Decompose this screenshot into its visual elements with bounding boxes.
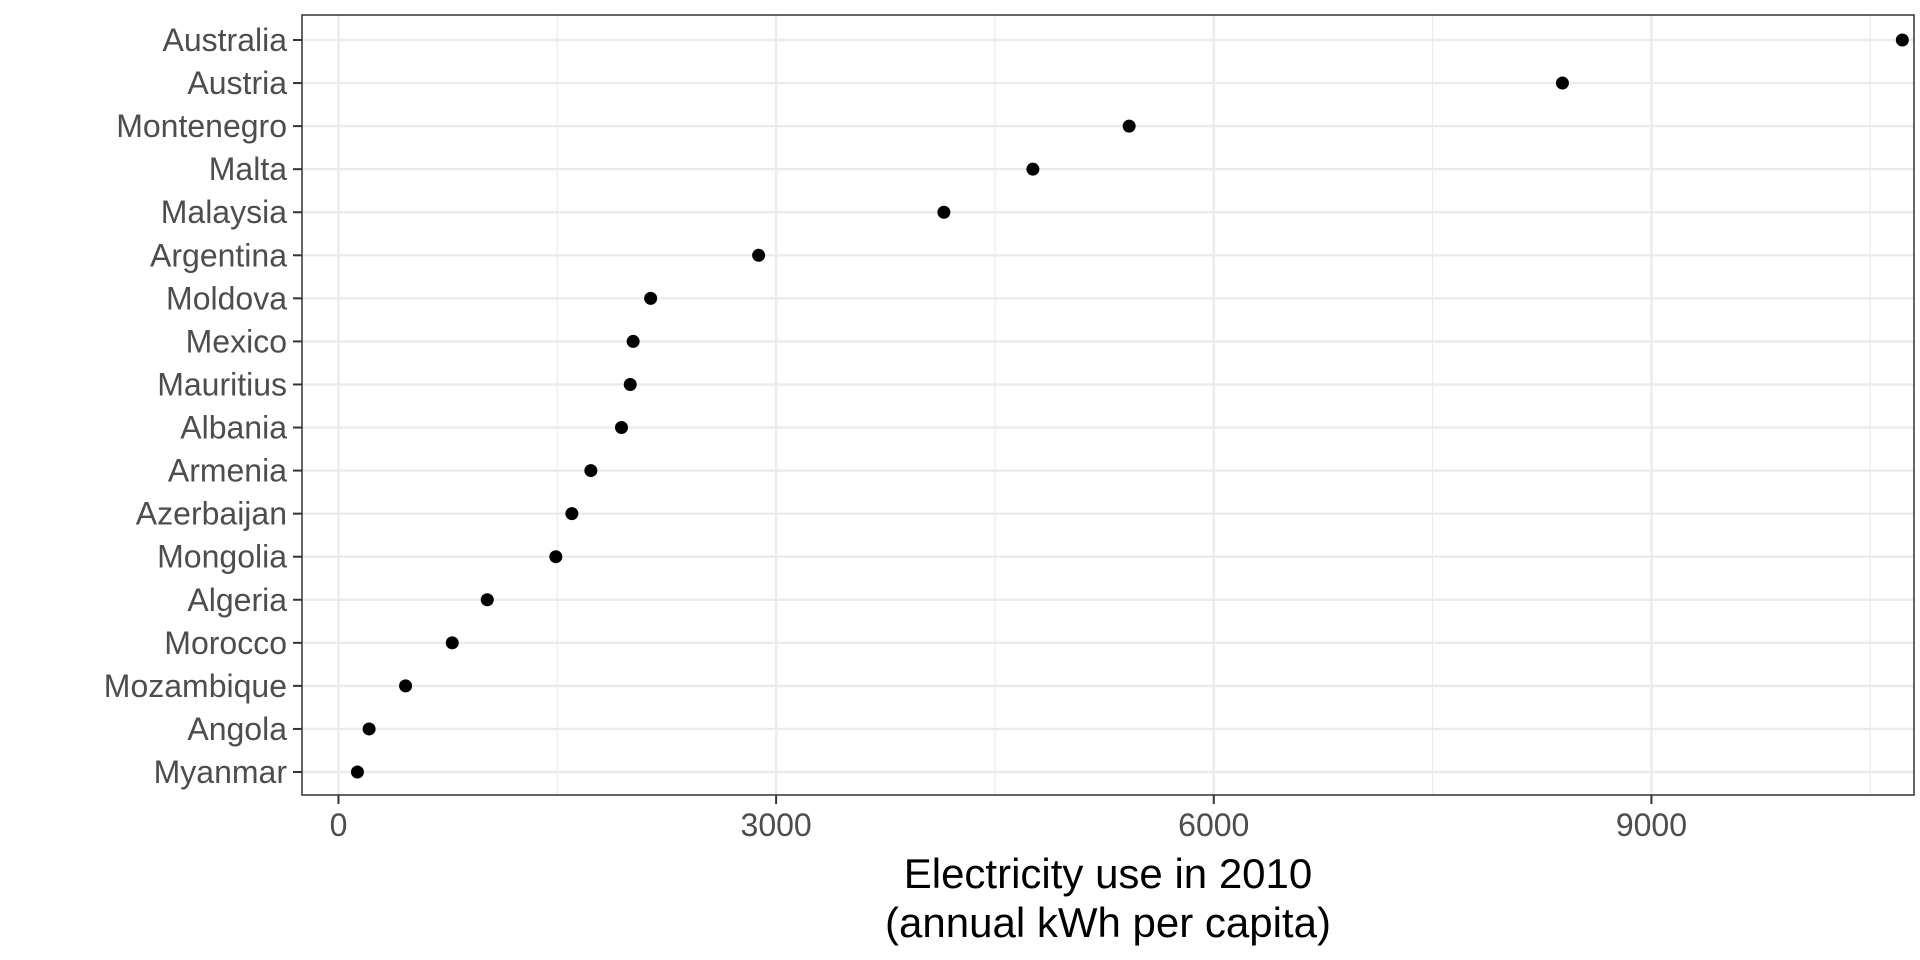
- data-point: [584, 464, 598, 478]
- data-point: [644, 291, 658, 305]
- data-point: [623, 377, 637, 391]
- y-tick-label: Mauritius: [157, 366, 287, 402]
- data-point: [1895, 33, 1909, 47]
- x-axis-title-line-2: (annual kWh per capita): [885, 899, 1331, 946]
- data-point: [362, 722, 376, 736]
- data-point: [350, 765, 364, 779]
- y-tick-label: Austria: [187, 65, 287, 101]
- y-tick-label: Angola: [187, 711, 287, 747]
- data-point: [626, 334, 640, 348]
- y-tick-label: Albania: [180, 410, 287, 446]
- y-tick-label: Montenegro: [116, 108, 287, 144]
- plot-panel-border: [301, 14, 1915, 796]
- x-axis: 0 3000 6000 9000: [330, 795, 1687, 843]
- y-tick-label: Malta: [209, 151, 287, 187]
- y-tick-label: Azerbaijan: [136, 496, 287, 532]
- data-point: [752, 248, 766, 262]
- y-tick-label: Malaysia: [161, 194, 287, 230]
- grid-lines: [302, 15, 1914, 795]
- data-point: [480, 593, 494, 607]
- y-tick-label: Moldova: [166, 280, 287, 316]
- y-tick-label: Armenia: [168, 453, 287, 489]
- data-point: [614, 421, 628, 435]
- x-tick-label: 0: [330, 807, 348, 843]
- data-points: [350, 33, 1909, 779]
- y-tick-label: Mozambique: [104, 668, 287, 704]
- y-axis: Australia Austria Montenegro Malta Malaysia A…: [104, 22, 302, 790]
- data-point: [1122, 119, 1136, 133]
- data-point: [549, 550, 563, 564]
- data-point: [445, 636, 459, 650]
- y-tick-label: Argentina: [150, 237, 287, 273]
- data-point: [565, 507, 579, 521]
- y-tick-label: Algeria: [187, 582, 287, 618]
- y-tick-label: Myanmar: [154, 754, 288, 790]
- y-tick-label: Morocco: [164, 625, 287, 661]
- x-tick-label: 6000: [1178, 807, 1249, 843]
- y-tick-label: Mongolia: [157, 539, 287, 575]
- data-point: [937, 205, 951, 219]
- x-tick-label: 9000: [1616, 807, 1687, 843]
- data-point: [1026, 162, 1040, 176]
- y-tick-label: Mexico: [186, 323, 287, 359]
- y-tick-label: Australia: [163, 22, 288, 58]
- data-point: [1555, 76, 1569, 90]
- data-point: [399, 679, 413, 693]
- x-axis-title-line-1: Electricity use in 2010: [904, 850, 1313, 897]
- x-tick-label: 3000: [741, 807, 812, 843]
